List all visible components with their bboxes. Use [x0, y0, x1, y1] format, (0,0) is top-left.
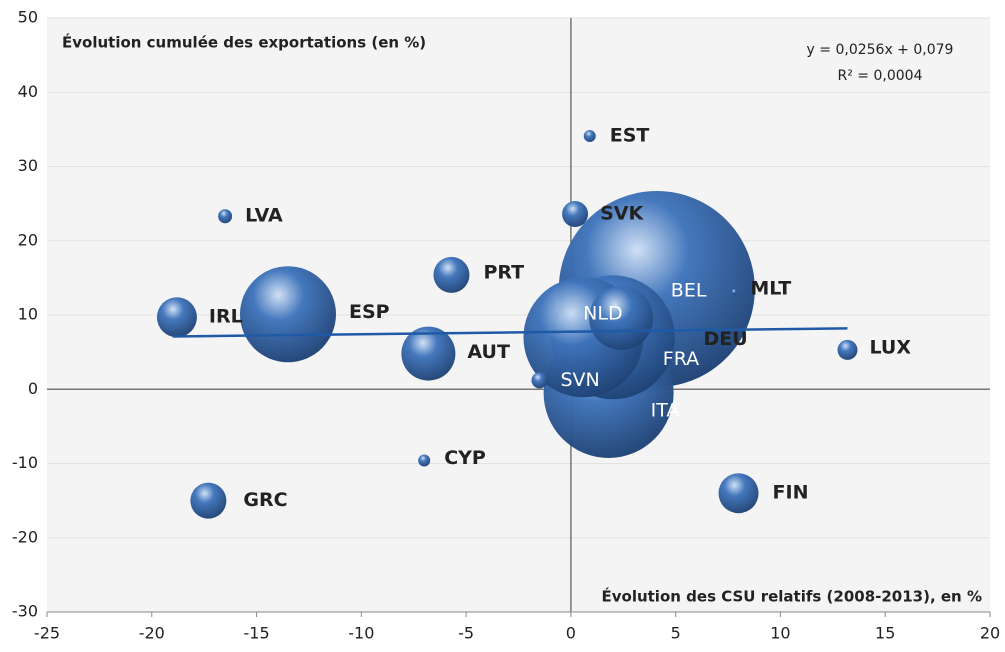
x-tick-label: 5	[671, 624, 681, 643]
bubble-label: MLT	[750, 277, 791, 299]
bubble-label: FRA	[663, 348, 699, 370]
equation: y = 0,0256x + 0,079	[807, 42, 954, 58]
y-tick-label: 30	[18, 156, 38, 175]
bubble	[190, 482, 227, 519]
trend-line	[172, 327, 848, 338]
x-tick-label: 15	[875, 624, 895, 643]
bubble	[418, 454, 431, 467]
bubble-label: PRT	[483, 261, 524, 283]
bubble	[218, 209, 233, 224]
x-tick-label: 10	[770, 624, 790, 643]
x-tick-label: -15	[243, 624, 269, 643]
bubble	[433, 256, 470, 293]
y-tick-label: 20	[18, 230, 38, 249]
y-tick-label: 10	[18, 305, 38, 324]
bubble	[583, 130, 596, 143]
bubble-label: EST	[610, 125, 650, 147]
bubble	[731, 288, 738, 295]
bubble	[718, 473, 759, 514]
bubble-label: ESP	[349, 301, 390, 323]
x-tick-label: 0	[566, 624, 576, 643]
bubble-label: IRL	[209, 306, 243, 328]
bubble	[589, 285, 654, 350]
bubble-label: ITA	[651, 399, 680, 421]
bubble-label: GRC	[243, 489, 287, 511]
bubble	[401, 326, 456, 381]
bubble-label: BEL	[671, 280, 707, 302]
bubble-label: FIN	[773, 482, 809, 504]
y-tick-label: 0	[28, 379, 38, 398]
r-squared: R² = 0,0004	[838, 68, 923, 84]
bubble-label: LUX	[870, 336, 912, 358]
y-axis-label: Évolution cumulée des exportations (en %…	[62, 33, 426, 52]
bubble-label: NLD	[583, 302, 622, 324]
y-tick-label: -20	[12, 527, 38, 546]
x-tick-label: -5	[458, 624, 474, 643]
bubble	[156, 297, 197, 338]
y-tick-label: 50	[18, 8, 38, 27]
bubble-label: AUT	[467, 341, 510, 363]
bubble-label: SVN	[560, 369, 599, 391]
x-tick-label: 20	[980, 624, 1000, 643]
y-tick-label: 40	[18, 82, 38, 101]
x-tick-label: -10	[348, 624, 374, 643]
x-tick-label: -20	[139, 624, 165, 643]
y-tick-label: -10	[12, 453, 38, 472]
bubble	[837, 339, 858, 360]
bubble	[239, 266, 336, 363]
x-axis-label: Évolution des CSU relatifs (2008-2013), …	[601, 587, 982, 606]
bubble	[562, 201, 589, 228]
bubble-label: SVK	[600, 203, 644, 225]
bubble-label: CYP	[444, 447, 486, 469]
x-tick-label: -25	[34, 624, 60, 643]
bubble-label: DEU	[703, 328, 747, 350]
bubble-label: LVA	[245, 205, 283, 227]
y-tick-label: -30	[12, 602, 38, 621]
bubble	[531, 372, 548, 389]
